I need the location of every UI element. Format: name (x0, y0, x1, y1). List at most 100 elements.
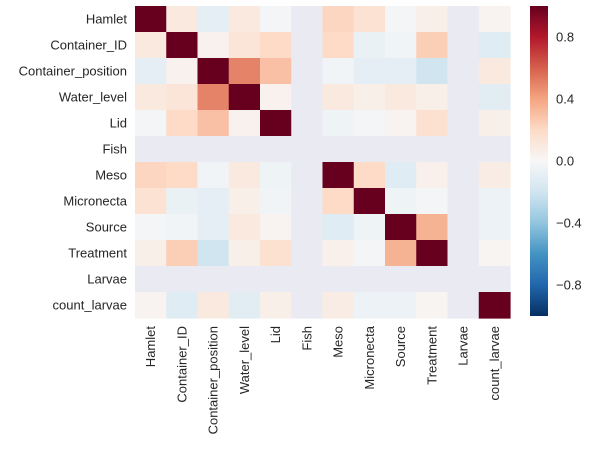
heatmap-cell-water-level-source (385, 84, 417, 111)
colorbar-tick-label: −0.8 (556, 278, 582, 293)
heatmap-cell-treatment-meso (323, 240, 355, 267)
heatmap-cell-source-meso (323, 214, 355, 241)
heatmap-cell-water-level-water-level (229, 84, 261, 111)
heatmap-cell-count-larvae-fish (291, 292, 323, 319)
heatmap-cell-source-fish (291, 214, 323, 241)
column-label-micronecta: Micronecta (362, 325, 377, 389)
heatmap-cell-meso-hamlet (135, 162, 167, 189)
heatmap-cell-container-position-larvae (448, 58, 480, 85)
heatmap-cell-treatment-fish (291, 240, 323, 267)
heatmap-cell-water-level-container-id (166, 84, 198, 111)
heatmap-cell-meso-lid (260, 162, 292, 189)
heatmap-cell-treatment-hamlet (135, 240, 167, 267)
heatmap-cell-treatment-source (385, 240, 417, 267)
heatmap-cell-count-larvae-meso (323, 292, 355, 319)
heatmap-cell-larvae-container-position (198, 266, 230, 293)
heatmap-cell-container-position-meso (323, 58, 355, 85)
heatmap-cell-lid-hamlet (135, 110, 167, 137)
heatmap-cell-count-larvae-container-id (166, 292, 198, 319)
heatmap-cell-container-position-count-larvae (479, 58, 511, 85)
heatmap-cell-container-position-treatment (416, 58, 448, 85)
heatmap-cell-fish-container-id (166, 136, 198, 163)
row-label-water-level: Water_level (59, 90, 127, 105)
heatmap-cell-larvae-treatment (416, 266, 448, 293)
heatmap-cell-larvae-source (385, 266, 417, 293)
heatmap-cell-container-position-fish (291, 58, 323, 85)
heatmap-cell-hamlet-larvae (448, 6, 480, 33)
heatmap-cell-larvae-fish (291, 266, 323, 293)
heatmap-cell-container-id-meso (323, 32, 355, 59)
colorbar-tick-label: 0.0 (556, 154, 574, 169)
heatmap-cell-treatment-treatment (416, 240, 448, 267)
row-label-source: Source (86, 220, 127, 235)
heatmap-cell-treatment-container-position (198, 240, 230, 267)
heatmap-cell-treatment-water-level (229, 240, 261, 267)
heatmap-cell-larvae-micronecta (354, 266, 386, 293)
row-label-container-position: Container_position (19, 64, 127, 79)
heatmap-cell-larvae-water-level (229, 266, 261, 293)
column-label-lid: Lid (268, 326, 283, 343)
heatmap-cell-count-larvae-lid (260, 292, 292, 319)
heatmap-cell-lid-container-position (198, 110, 230, 137)
heatmap-cell-count-larvae-water-level (229, 292, 261, 319)
heatmap-cell-treatment-count-larvae (479, 240, 511, 267)
heatmap-cell-lid-micronecta (354, 110, 386, 137)
heatmap-cell-meso-treatment (416, 162, 448, 189)
heatmap-cell-hamlet-container-id (166, 6, 198, 33)
heatmap-cell-lid-lid (260, 110, 292, 137)
heatmap-cell-fish-larvae (448, 136, 480, 163)
colorbar (530, 6, 548, 316)
heatmap-cell-fish-micronecta (354, 136, 386, 163)
row-label-meso: Meso (95, 168, 127, 183)
heatmap-cell-micronecta-count-larvae (479, 188, 511, 215)
heatmap-cell-meso-container-id (166, 162, 198, 189)
heatmap-cell-larvae-container-id (166, 266, 198, 293)
row-label-larvae: Larvae (87, 272, 127, 287)
heatmap-cell-count-larvae-larvae (448, 292, 480, 319)
heatmap-cell-water-level-meso (323, 84, 355, 111)
heatmap-cell-fish-hamlet (135, 136, 167, 163)
heatmap-cell-micronecta-meso (323, 188, 355, 215)
heatmap-cell-container-position-micronecta (354, 58, 386, 85)
heatmap-cell-lid-treatment (416, 110, 448, 137)
heatmap-cell-larvae-count-larvae (479, 266, 511, 293)
heatmap-cell-count-larvae-count-larvae (479, 292, 511, 319)
heatmap-cell-meso-container-position (198, 162, 230, 189)
colorbar-tick-label: 0.8 (556, 30, 574, 45)
heatmap-cell-source-count-larvae (479, 214, 511, 241)
heatmap-cell-source-larvae (448, 214, 480, 241)
colorbar-tick-label: −0.4 (556, 216, 582, 231)
heatmap-cell-container-id-micronecta (354, 32, 386, 59)
heatmap-cell-micronecta-container-position (198, 188, 230, 215)
colorbar-tick-label: 0.4 (556, 92, 574, 107)
heatmap-cell-fish-container-position (198, 136, 230, 163)
heatmap-cell-hamlet-treatment (416, 6, 448, 33)
row-label-container-id: Container_ID (50, 38, 127, 53)
row-label-micronecta: Micronecta (63, 194, 127, 209)
heatmap-cell-hamlet-hamlet (135, 6, 167, 33)
column-label-water-level: Water_level (237, 326, 252, 394)
heatmap-cell-micronecta-hamlet (135, 188, 167, 215)
heatmap-cell-micronecta-water-level (229, 188, 261, 215)
heatmap-cell-container-id-container-position (198, 32, 230, 59)
heatmap-cell-lid-larvae (448, 110, 480, 137)
heatmap-cell-meso-fish (291, 162, 323, 189)
column-label-count-larvae: count_larvae (487, 326, 502, 400)
heatmap-cell-treatment-container-id (166, 240, 198, 267)
column-label-source: Source (393, 326, 408, 367)
heatmap-cell-container-position-water-level (229, 58, 261, 85)
heatmap-cell-container-position-lid (260, 58, 292, 85)
heatmap-cell-source-water-level (229, 214, 261, 241)
heatmap-cell-lid-source (385, 110, 417, 137)
heatmap-cell-count-larvae-micronecta (354, 292, 386, 319)
heatmap-cell-lid-water-level (229, 110, 261, 137)
heatmap-cell-hamlet-container-position (198, 6, 230, 33)
heatmap-cell-container-id-source (385, 32, 417, 59)
heatmap-cell-treatment-larvae (448, 240, 480, 267)
heatmap-cell-hamlet-water-level (229, 6, 261, 33)
heatmap-cell-water-level-hamlet (135, 84, 167, 111)
heatmap-cell-container-id-container-id (166, 32, 198, 59)
heatmap-cell-lid-meso (323, 110, 355, 137)
column-label-container-id: Container_ID (174, 326, 189, 403)
